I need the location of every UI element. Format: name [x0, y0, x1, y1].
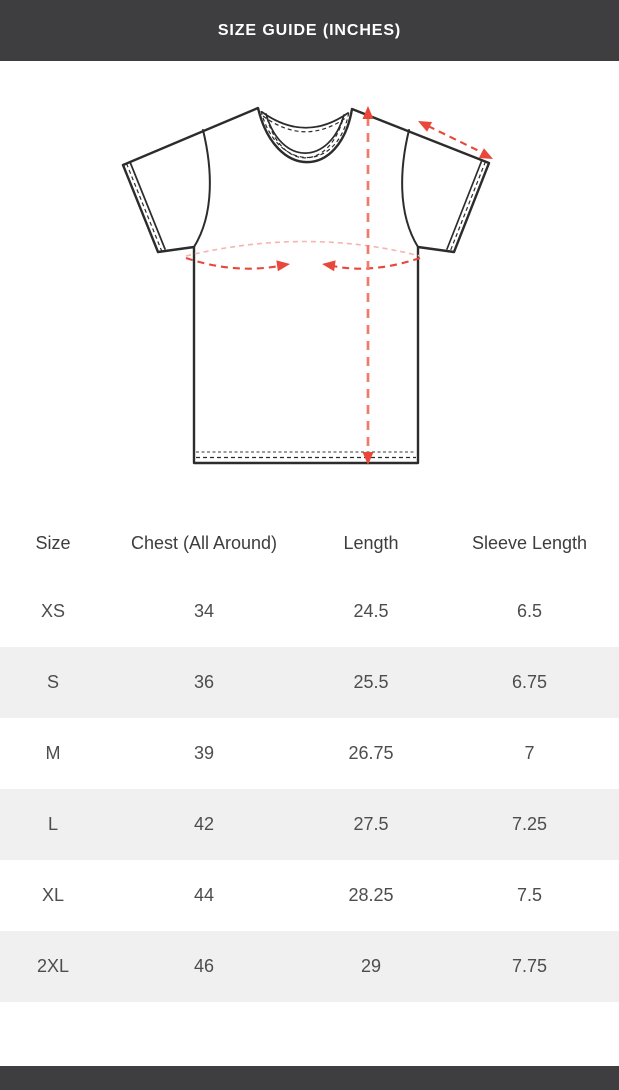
cell-sleeve: 6.5 — [516, 601, 543, 621]
cell-size: S — [46, 672, 59, 692]
sleeve-measure-line — [427, 125, 484, 154]
collar-back-edge — [261, 111, 349, 129]
col-header-chest: Chest (All Around) — [130, 532, 278, 553]
left-armhole-seam — [193, 129, 211, 248]
tshirt-outline — [121, 106, 491, 465]
cell-chest: 42 — [193, 814, 215, 834]
sleeve-arrow-lower-icon — [478, 148, 493, 159]
cell-length: 29 — [360, 956, 382, 976]
footer-bar — [0, 1066, 619, 1090]
col-header-size: Size — [35, 532, 71, 553]
cell-sleeve: 7 — [524, 743, 535, 763]
cell-sleeve: 7.25 — [511, 814, 548, 834]
size-table: Size Chest (All Around) Length Sleeve Le… — [0, 510, 619, 1002]
table-row: M 39 26.75 7 — [0, 718, 619, 789]
tshirt-diagram — [0, 61, 619, 511]
cell-length: 27.5 — [353, 814, 389, 834]
left-sleeve-hem-stitch — [125, 163, 163, 251]
right-armhole-seam — [401, 129, 419, 248]
length-arrow-down-icon — [362, 452, 374, 465]
col-header-sleeve: Sleeve Length — [471, 532, 588, 553]
length-arrow-up-icon — [362, 106, 374, 119]
table-row: 2XL 46 29 7.75 — [0, 931, 619, 1002]
cell-sleeve: 6.75 — [511, 672, 548, 692]
collar-inner-edge — [265, 113, 345, 154]
cell-size: L — [47, 814, 58, 834]
cell-sleeve: 7.5 — [516, 885, 543, 905]
chest-measure-back-arc — [185, 240, 421, 257]
title-bar: SIZE GUIDE (INCHES) — [0, 0, 619, 61]
chest-arrow-right-icon — [276, 260, 290, 272]
tshirt-measurement-illustration — [121, 106, 493, 465]
cell-length: 26.75 — [348, 743, 394, 763]
cell-size: 2XL — [36, 956, 70, 976]
sleeve-arrow-upper-icon — [418, 121, 433, 132]
cell-size: XL — [41, 885, 65, 905]
cell-size: M — [45, 743, 61, 763]
cell-chest: 44 — [193, 885, 215, 905]
collar-back-stitch — [262, 115, 348, 133]
table-row: XS 34 24.5 6.5 — [0, 576, 619, 647]
cell-size: XS — [40, 601, 65, 621]
cell-chest: 46 — [193, 956, 215, 976]
table-row: XL 44 28.25 7.5 — [0, 860, 619, 931]
cell-length: 24.5 — [353, 601, 389, 621]
table-row: S 36 25.5 6.75 — [0, 647, 619, 718]
cell-sleeve: 7.75 — [511, 956, 548, 976]
collar-outer-stitch — [260, 110, 350, 159]
right-sleeve-hem — [446, 159, 483, 250]
cell-chest: 36 — [193, 672, 215, 692]
col-header-length: Length — [343, 532, 399, 553]
cell-chest: 39 — [193, 743, 215, 763]
cell-length: 28.25 — [348, 885, 394, 905]
left-sleeve-hem — [129, 161, 166, 250]
collar-inner-stitch — [266, 117, 344, 159]
chest-arrow-left-icon — [322, 260, 336, 272]
page-title: SIZE GUIDE (INCHES) — [217, 21, 402, 39]
table-header-row: Size Chest (All Around) Length Sleeve Le… — [0, 510, 619, 576]
table-row: L 42 27.5 7.25 — [0, 789, 619, 860]
cell-chest: 34 — [193, 601, 215, 621]
right-sleeve-hem-stitch — [449, 161, 487, 251]
cell-length: 25.5 — [353, 672, 389, 692]
chest-measure-front-left-arc — [185, 257, 280, 270]
